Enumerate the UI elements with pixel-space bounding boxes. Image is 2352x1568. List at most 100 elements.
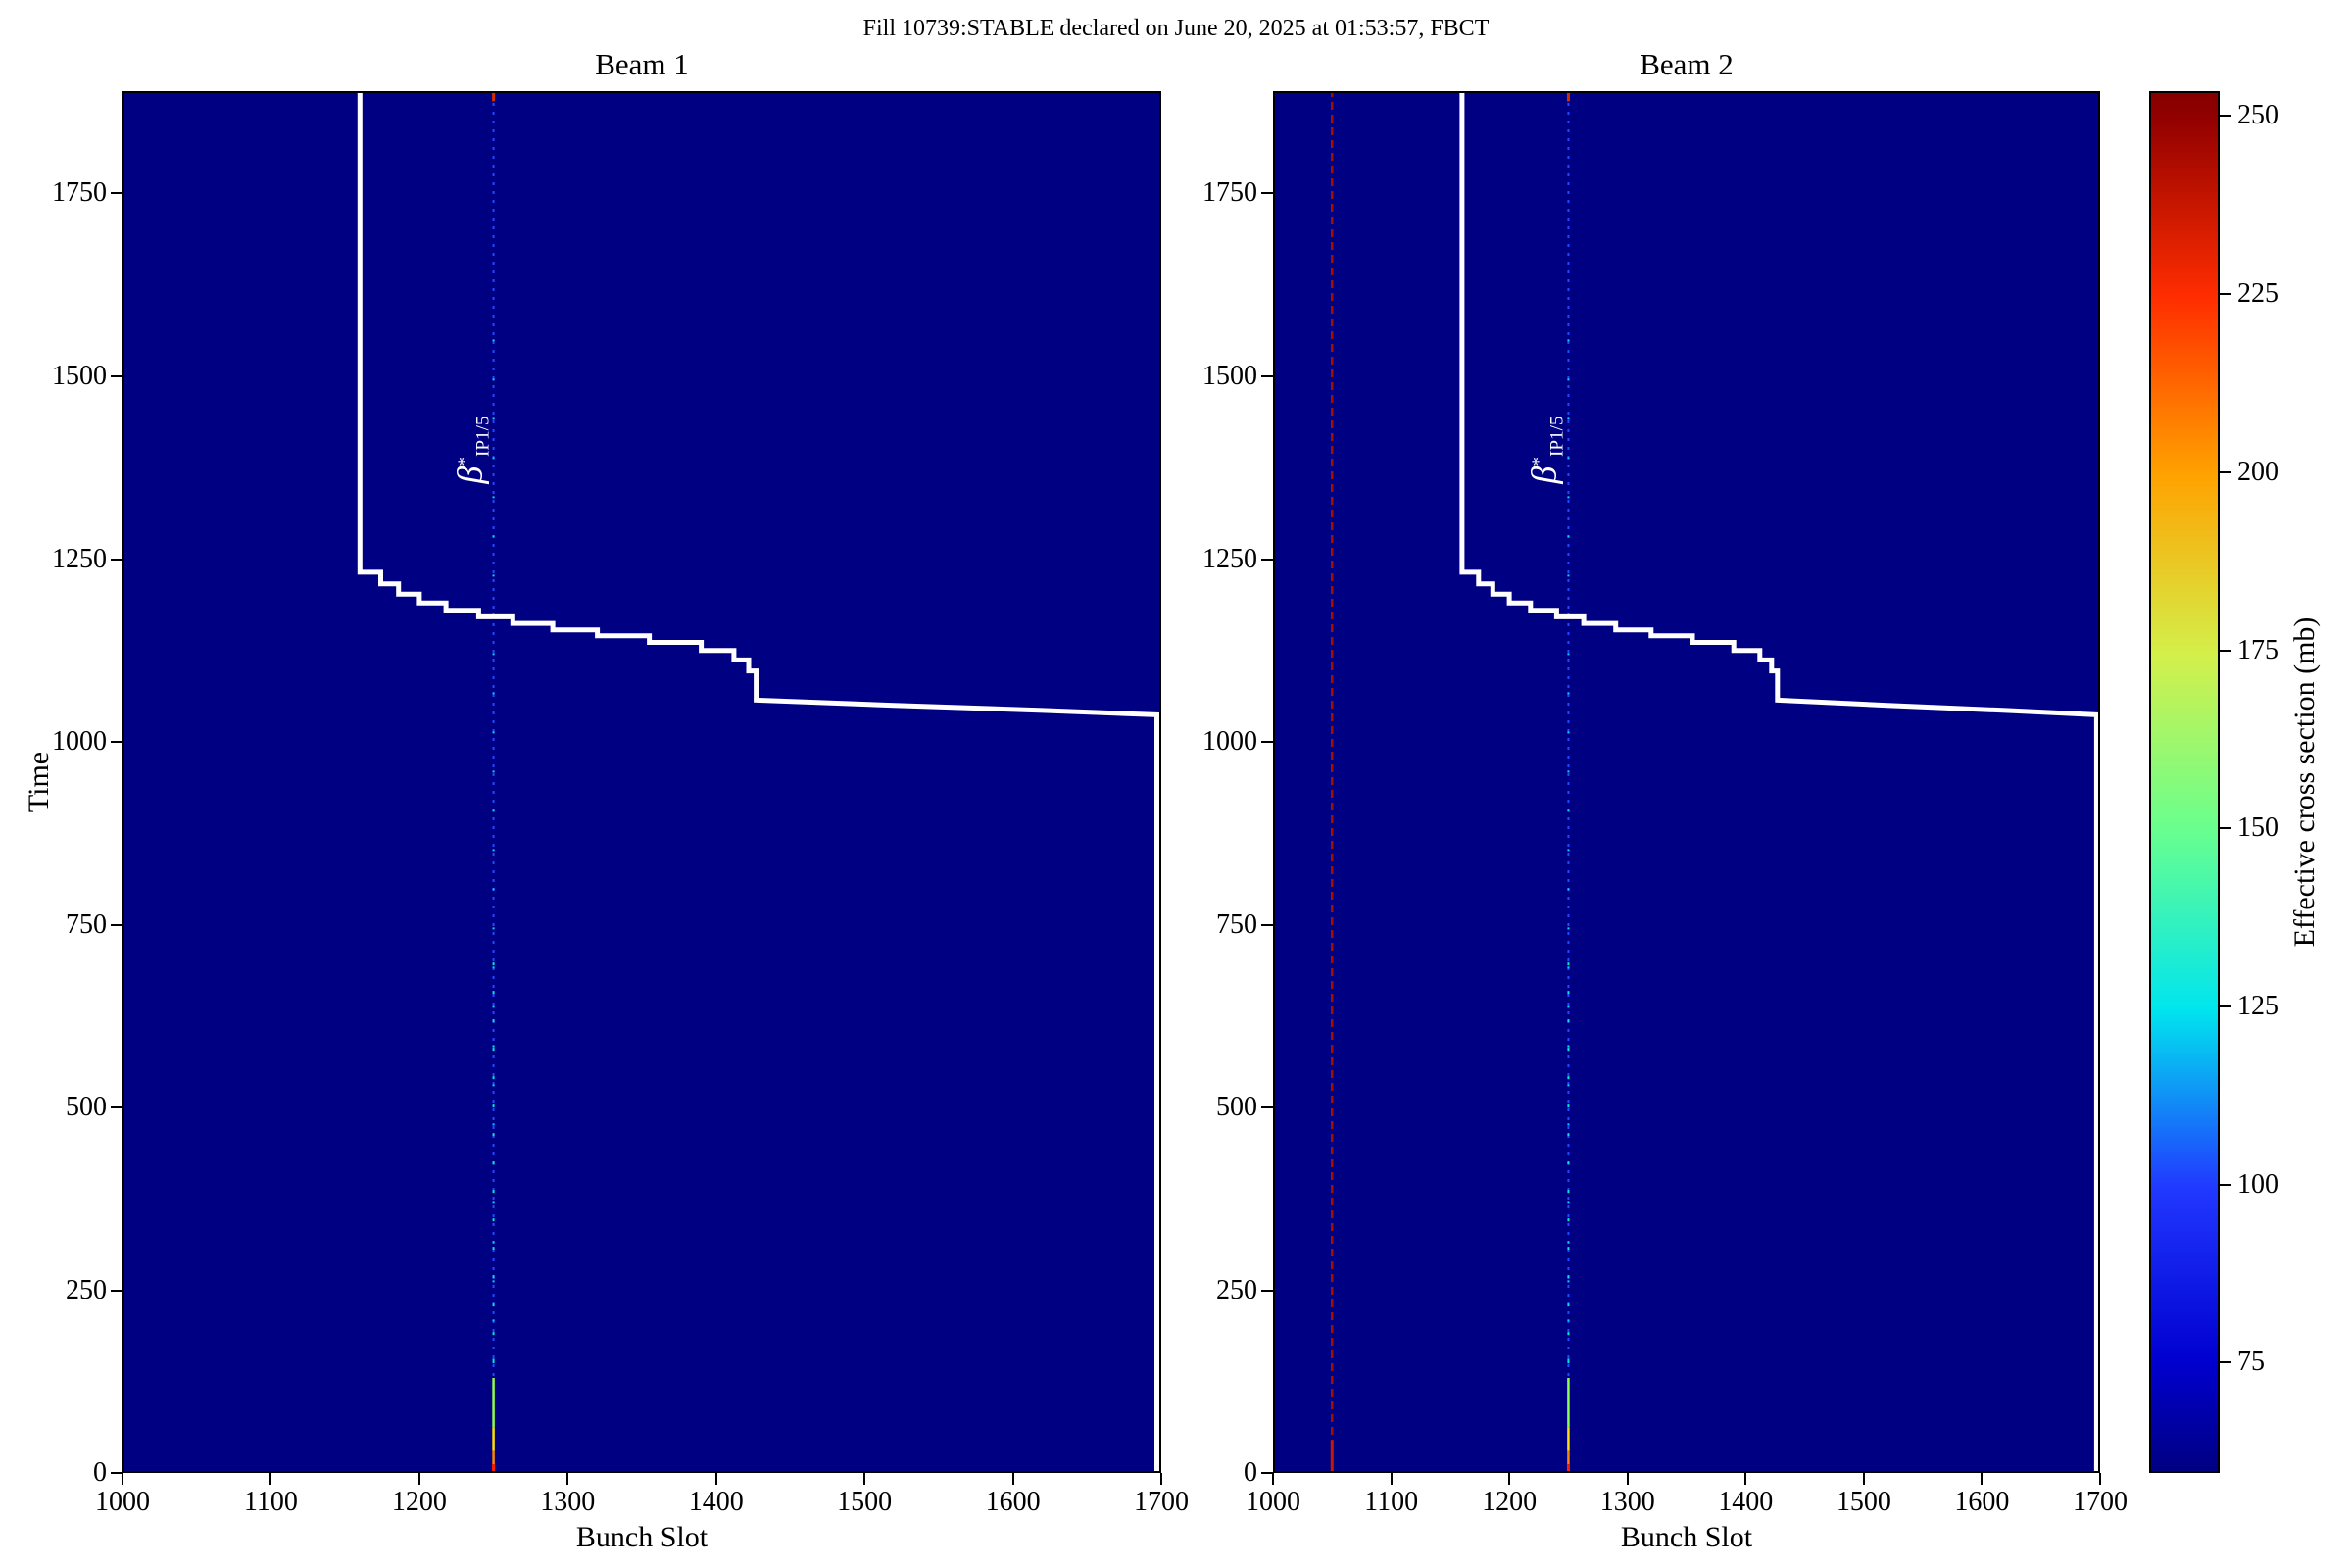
y-tick-mark bbox=[1261, 192, 1273, 195]
x-tick-label: 1000 bbox=[1246, 1487, 1300, 1517]
colorbar-tick-mark bbox=[2220, 1004, 2231, 1007]
y-tick-label: 1500 bbox=[1202, 361, 1257, 391]
beam2-xaxis-label: Bunch Slot bbox=[1620, 1521, 1753, 1553]
x-tick-mark bbox=[1862, 1473, 1865, 1485]
colorbar-label: Effective cross section (mb) bbox=[2288, 616, 2321, 948]
y-tick-label: 1000 bbox=[1202, 726, 1257, 757]
y-tick-label: 250 bbox=[1216, 1274, 1257, 1305]
colorbar-tick-mark bbox=[2220, 293, 2231, 296]
y-tick-mark bbox=[1261, 1106, 1273, 1108]
beam2-beta-star-annotation: β*IP1/5 bbox=[1524, 415, 1568, 484]
beam2-heatmap: β*IP1/5 bbox=[1273, 91, 2100, 1473]
y-tick-mark bbox=[1261, 741, 1273, 743]
x-tick-mark bbox=[714, 1473, 717, 1485]
y-tick-label: 1500 bbox=[52, 361, 107, 391]
beta-subscript: IP1/5 bbox=[472, 415, 494, 457]
x-tick-label: 1500 bbox=[1836, 1487, 1891, 1517]
y-tick-label: 1250 bbox=[1202, 543, 1257, 574]
colorbar-tick-label: 175 bbox=[2237, 634, 2278, 665]
beta-symbol: β bbox=[1524, 466, 1564, 484]
beam1-plot-canvas bbox=[357, 91, 1159, 1473]
y-tick-mark bbox=[111, 1106, 122, 1108]
y-tick-label: 1000 bbox=[52, 726, 107, 757]
y-tick-label: 500 bbox=[1216, 1092, 1257, 1122]
colorbar-tick-mark bbox=[2220, 1183, 2231, 1186]
x-tick-label: 1300 bbox=[540, 1487, 596, 1517]
x-tick-mark bbox=[1011, 1473, 1014, 1485]
beam1-xaxis-label: Bunch Slot bbox=[575, 1521, 709, 1553]
beam1-title: Beam 1 bbox=[595, 47, 689, 81]
x-tick-label: 1400 bbox=[688, 1487, 744, 1517]
x-tick-mark bbox=[417, 1473, 420, 1485]
y-tick-mark bbox=[111, 375, 122, 377]
x-tick-label: 1700 bbox=[1134, 1487, 1189, 1517]
y-tick-mark bbox=[1261, 1289, 1273, 1292]
beta-superscript: * bbox=[454, 456, 475, 466]
y-tick-label: 1250 bbox=[52, 543, 107, 574]
y-tick-label: 1750 bbox=[52, 177, 107, 209]
y-tick-label: 500 bbox=[66, 1092, 107, 1122]
y-tick-mark bbox=[111, 558, 122, 561]
colorbar-tick-mark bbox=[2220, 649, 2231, 652]
colorbar-tick-label: 200 bbox=[2237, 456, 2278, 487]
colorbar-tick-label: 100 bbox=[2237, 1168, 2278, 1200]
y-tick-mark bbox=[1261, 558, 1273, 561]
colorbar-tick-mark bbox=[2220, 827, 2231, 830]
yaxis-label: Time bbox=[23, 751, 55, 813]
colorbar bbox=[2149, 91, 2220, 1473]
filled-bunches-boundary-line bbox=[1459, 91, 2099, 1473]
x-tick-mark bbox=[1508, 1473, 1511, 1485]
colorbar-tick-label: 125 bbox=[2237, 990, 2278, 1021]
beta-subscript: IP1/5 bbox=[1546, 415, 1568, 457]
beam1-heatmap: β*IP1/5 bbox=[122, 91, 1161, 1473]
x-tick-label: 1000 bbox=[95, 1487, 150, 1517]
filled-bunches-boundary-line bbox=[357, 91, 1159, 1473]
beta-symbol: β bbox=[449, 466, 489, 484]
y-tick-mark bbox=[1261, 923, 1273, 926]
x-tick-label: 1700 bbox=[2073, 1487, 2128, 1517]
x-tick-label: 1100 bbox=[243, 1487, 298, 1517]
y-tick-mark bbox=[1261, 375, 1273, 377]
colorbar-tick-mark bbox=[2220, 115, 2231, 118]
x-tick-label: 1300 bbox=[1599, 1487, 1655, 1517]
x-tick-label: 1500 bbox=[837, 1487, 893, 1517]
y-tick-label: 750 bbox=[66, 908, 107, 940]
y-tick-mark bbox=[111, 192, 122, 195]
x-tick-mark bbox=[270, 1473, 272, 1485]
figure-title: Fill 10739:STABLE declared on June 20, 2… bbox=[862, 16, 1490, 41]
colorbar-tick-mark bbox=[2220, 1361, 2231, 1364]
beta-superscript: * bbox=[1529, 456, 1550, 466]
x-tick-mark bbox=[1744, 1473, 1747, 1485]
x-tick-mark bbox=[1981, 1473, 1984, 1485]
y-tick-mark bbox=[1261, 1472, 1273, 1474]
y-tick-label: 1750 bbox=[1202, 177, 1257, 209]
x-tick-mark bbox=[863, 1473, 866, 1485]
y-tick-label: 750 bbox=[1216, 908, 1257, 940]
x-tick-label: 1400 bbox=[1718, 1487, 1774, 1517]
y-tick-label: 0 bbox=[1244, 1457, 1257, 1488]
y-tick-mark bbox=[111, 741, 122, 743]
x-tick-label: 1200 bbox=[391, 1487, 447, 1517]
x-tick-mark bbox=[1160, 1473, 1162, 1485]
x-tick-mark bbox=[2099, 1473, 2101, 1485]
x-tick-mark bbox=[1390, 1473, 1393, 1485]
x-tick-mark bbox=[566, 1473, 569, 1485]
colorbar-tick-label: 250 bbox=[2237, 100, 2278, 131]
colorbar-tick-label: 225 bbox=[2237, 278, 2278, 310]
beam2-title: Beam 2 bbox=[1640, 47, 1734, 81]
x-tick-mark bbox=[122, 1473, 123, 1485]
y-tick-mark bbox=[111, 1472, 122, 1474]
colorbar-tick-label: 75 bbox=[2237, 1347, 2265, 1378]
x-tick-mark bbox=[1272, 1473, 1274, 1485]
y-tick-label: 250 bbox=[66, 1274, 107, 1305]
x-tick-label: 1200 bbox=[1482, 1487, 1538, 1517]
y-tick-mark bbox=[111, 1289, 122, 1292]
x-tick-mark bbox=[1626, 1473, 1629, 1485]
y-tick-mark bbox=[111, 923, 122, 926]
x-tick-label: 1600 bbox=[1954, 1487, 2010, 1517]
beam1-beta-star-annotation: β*IP1/5 bbox=[449, 415, 494, 484]
colorbar-tick-mark bbox=[2220, 470, 2231, 473]
x-tick-label: 1600 bbox=[985, 1487, 1041, 1517]
beam2-plot-canvas bbox=[1330, 91, 2099, 1473]
